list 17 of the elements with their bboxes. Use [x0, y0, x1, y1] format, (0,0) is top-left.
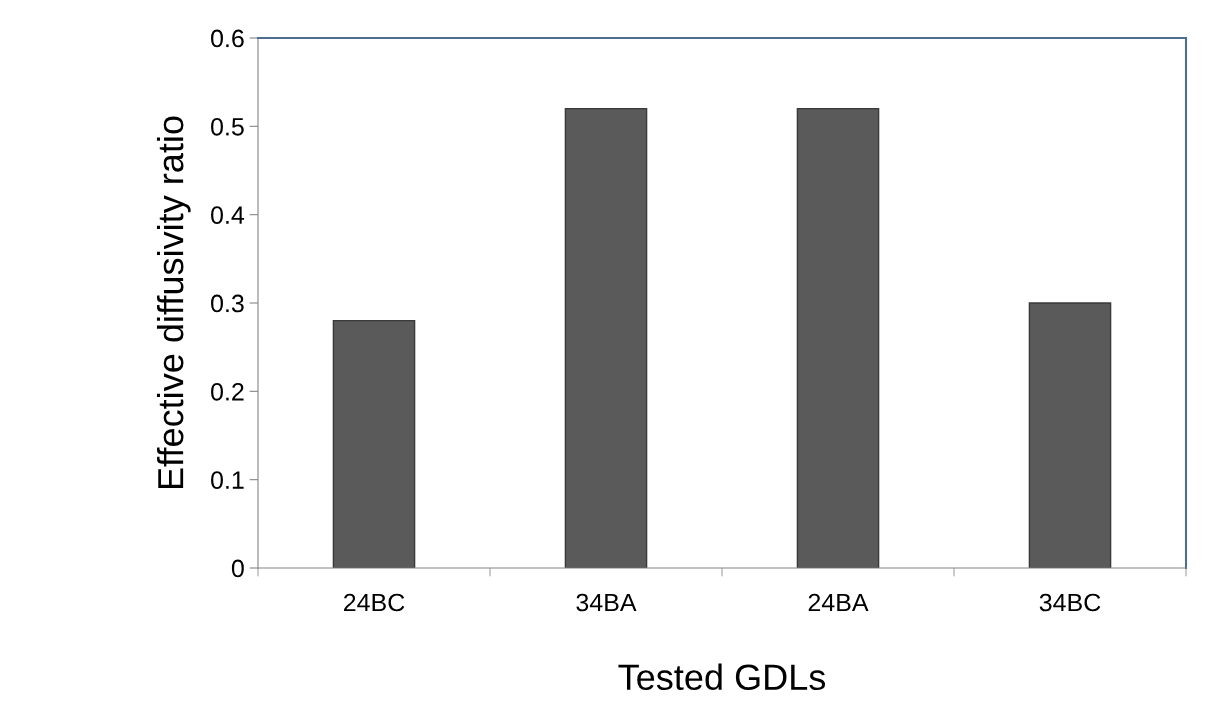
- x-axis-title: Tested GDLs: [618, 663, 826, 691]
- x-tick-label: 34BC: [1039, 593, 1101, 612]
- x-tick-label: 24BC: [343, 593, 405, 612]
- x-tick-label: 24BA: [808, 593, 869, 612]
- y-axis-title: Effective diffusivity ratio: [156, 116, 191, 489]
- x-tick-label: 34BA: [576, 593, 637, 612]
- y-tick-label: 0.6: [211, 29, 244, 48]
- y-tick-label: 0.1: [211, 471, 244, 489]
- y-tick-label: 0.2: [211, 382, 244, 401]
- y-tick-label: 0: [231, 559, 244, 578]
- bar: [332, 319, 416, 568]
- y-tick-label: 0.4: [211, 206, 245, 224]
- y-tick-label: 0.5: [211, 117, 244, 136]
- bar: [1028, 302, 1112, 568]
- bar: [564, 107, 648, 568]
- bar: [796, 107, 880, 568]
- y-tick-label: 0.3: [211, 294, 244, 313]
